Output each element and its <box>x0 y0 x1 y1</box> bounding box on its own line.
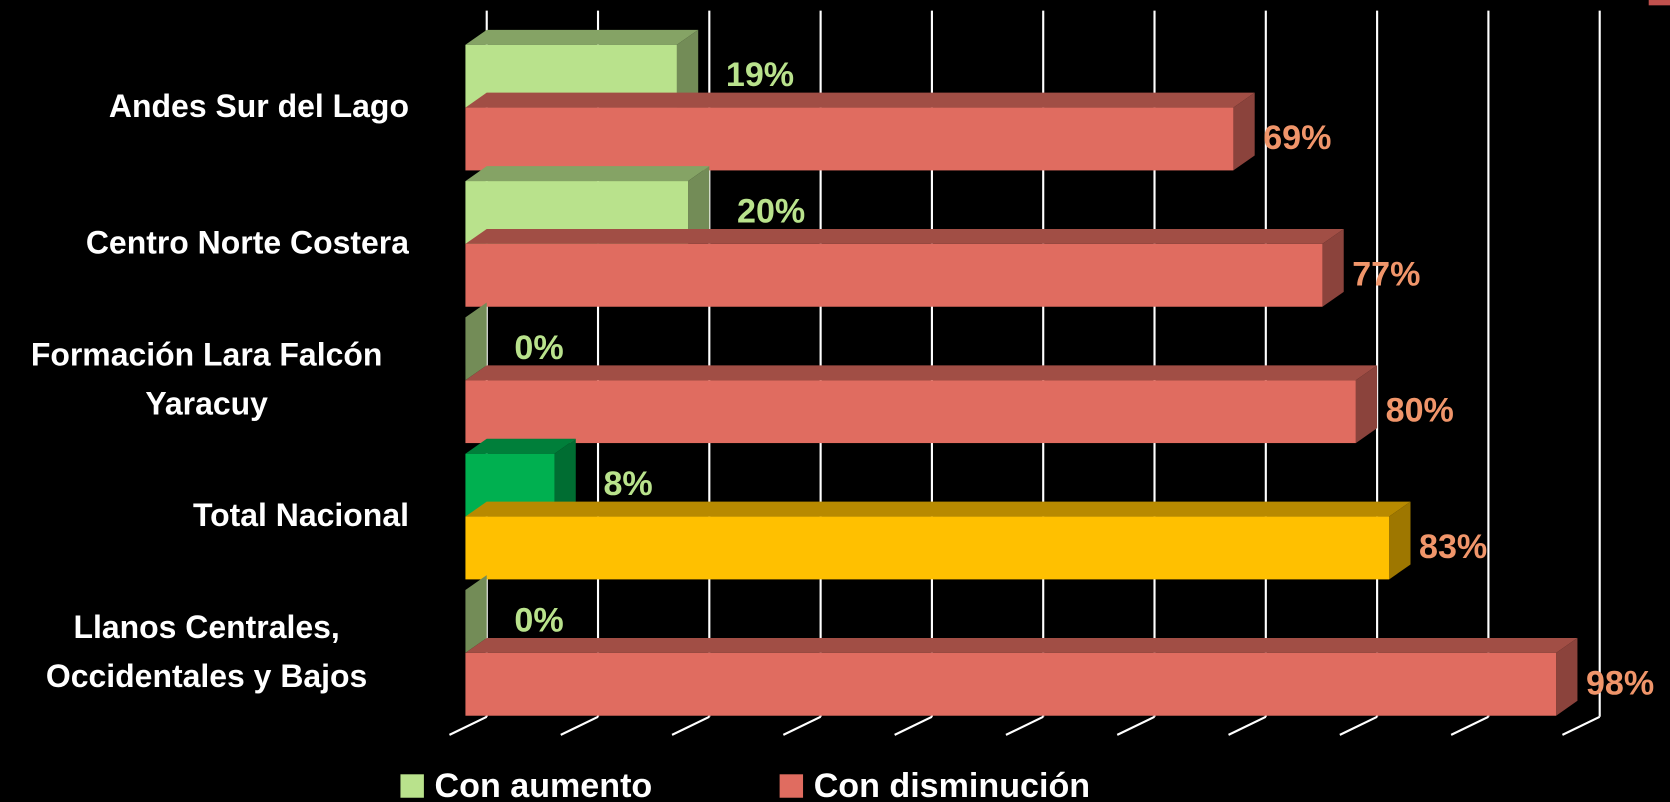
corner-decoration <box>1648 0 1670 6</box>
bar-top <box>465 438 576 454</box>
value-label: 19% <box>726 56 794 94</box>
bar-side <box>554 438 576 517</box>
category-label-box: Formación Lara Falcón Yaracuy <box>4 316 409 444</box>
value-label: 98% <box>1586 664 1654 702</box>
bar-side <box>1556 637 1578 716</box>
value-label: 20% <box>737 193 805 231</box>
category-label-wrap: Formación Lara Falcón Yaracuy <box>4 316 409 444</box>
grid-line-floor <box>671 715 710 736</box>
category-label: Andes Sur del Lago <box>108 89 409 125</box>
grid-line-floor <box>1228 715 1267 736</box>
legend-swatch <box>779 774 804 798</box>
category-label-box: Andes Sur del Lago <box>4 44 409 172</box>
grid-line-floor <box>1116 715 1155 736</box>
category-label: Llanos Centrales, Occidentales y Bajos <box>45 609 368 695</box>
value-label: 0% <box>514 602 563 640</box>
bar-side <box>676 29 699 108</box>
category-label: Formación Lara Falcón Yaracuy <box>30 337 383 422</box>
bar-top <box>465 166 710 182</box>
bar <box>465 228 1344 307</box>
bar-side <box>1322 228 1344 307</box>
bar-side <box>1355 365 1378 444</box>
bar <box>465 302 487 381</box>
value-label: 83% <box>1419 528 1487 566</box>
bar <box>465 501 1411 580</box>
grid-line-floor <box>1339 715 1378 736</box>
bar-front <box>465 516 1390 580</box>
category-label-box: Centro Norte Costera <box>4 180 409 308</box>
category-label-wrap: Centro Norte Costera <box>4 180 409 308</box>
grid-line-floor <box>1561 715 1601 736</box>
legend-label: Con disminución <box>814 767 1090 802</box>
value-label: 77% <box>1352 255 1420 293</box>
grid-line <box>1561 10 1601 736</box>
bar-side <box>688 166 710 244</box>
grid-line-floor <box>1005 715 1044 736</box>
value-label: 69% <box>1263 119 1331 157</box>
bar-side <box>1389 501 1411 580</box>
grid-line-floor <box>1450 715 1489 736</box>
grid-line-floor <box>894 715 933 736</box>
bar-front <box>465 652 1557 716</box>
bar <box>465 637 1578 716</box>
bar <box>465 575 487 653</box>
bar-top <box>465 637 1578 653</box>
legend-swatch <box>400 774 424 798</box>
grid-line-floor <box>560 715 599 736</box>
bar-top <box>465 92 1255 108</box>
grid-line <box>1228 10 1267 736</box>
bar-top <box>465 29 699 45</box>
bar-side <box>465 575 487 653</box>
category-label-wrap: Andes Sur del Lago <box>4 44 409 172</box>
grid-line-floor <box>448 715 488 736</box>
category-label: Centro Norte Costera <box>85 225 409 261</box>
value-label: 8% <box>603 465 652 503</box>
category-label: Total Nacional <box>192 498 409 534</box>
bar-top <box>465 501 1411 517</box>
bar-front <box>465 380 1356 444</box>
bar-front <box>465 243 1323 307</box>
category-label-wrap: Total Nacional <box>4 453 409 581</box>
grid-line <box>1450 10 1490 736</box>
bar-side <box>465 302 487 381</box>
bar <box>465 92 1255 171</box>
bar <box>465 365 1378 444</box>
grid-line <box>1339 10 1379 736</box>
category-label-wrap: Llanos Centrales, Occidentales y Bajos <box>4 589 409 717</box>
grid-line-floor <box>782 715 822 736</box>
category-label-box: Llanos Centrales, Occidentales y Bajos <box>4 589 409 717</box>
value-label: 80% <box>1386 392 1454 430</box>
bar-top <box>465 228 1344 244</box>
category-label-box: Total Nacional <box>4 453 409 581</box>
bar-side <box>1233 92 1255 171</box>
legend-label: Con aumento <box>435 767 653 802</box>
bar-top <box>465 365 1378 381</box>
value-label: 0% <box>514 329 563 367</box>
bar-front <box>465 107 1234 171</box>
